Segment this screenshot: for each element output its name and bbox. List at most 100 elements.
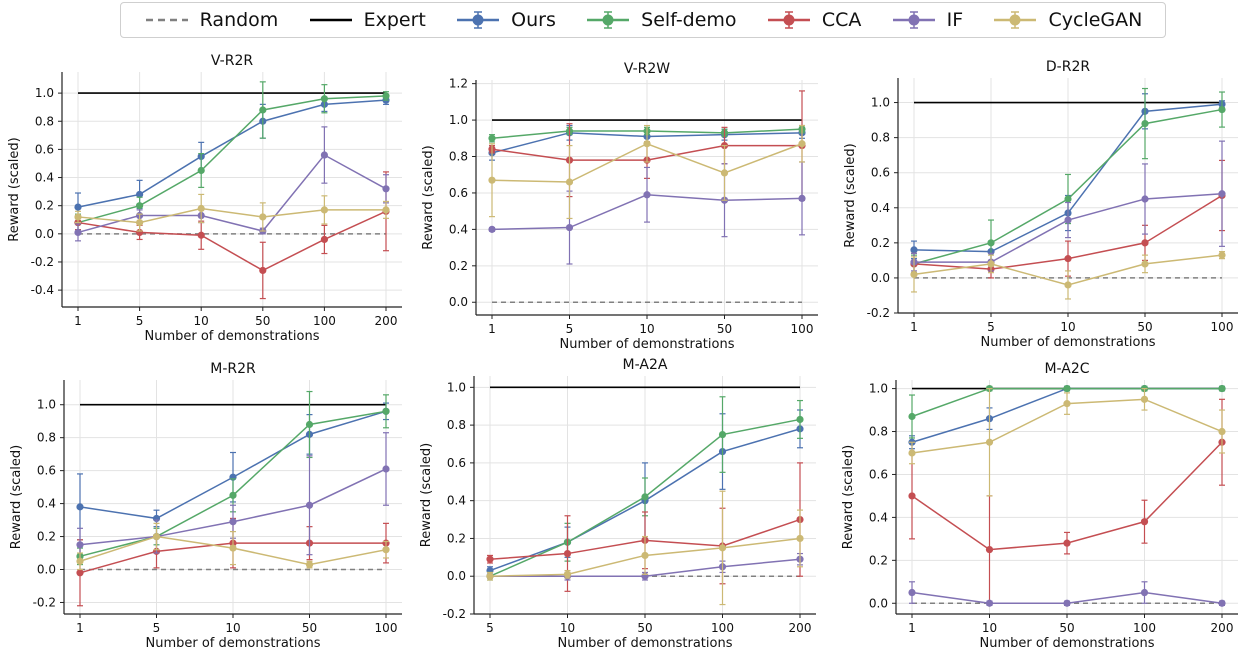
data-point-if: [1218, 190, 1226, 198]
data-point-cyclegan: [1064, 281, 1072, 289]
legend-swatch: [892, 11, 935, 29]
legend-item: IF: [891, 9, 963, 31]
data-point-cyclegan: [1218, 251, 1226, 259]
data-point-cyclegan: [1140, 395, 1149, 403]
data-point-cyclegan: [488, 176, 496, 184]
data-point-cyclegan: [910, 270, 918, 279]
x-tick-label: 50: [255, 314, 270, 328]
y-tick-label: 0.4: [869, 510, 888, 524]
data-point-if: [798, 194, 806, 203]
data-point-cca: [320, 235, 328, 244]
legend-marker: [1009, 14, 1021, 26]
x-axis-label: Number of demonstrations: [981, 335, 1156, 350]
x-tick-label: 10: [560, 621, 575, 635]
x-tick-label: 1: [76, 621, 84, 635]
y-tick-label: 0.8: [449, 150, 468, 164]
series-line-cyclegan: [77, 207, 386, 224]
y-tick-label: 1.0: [449, 113, 468, 127]
data-point-cyclegan: [1141, 260, 1149, 268]
data-point-cyclegan: [565, 178, 574, 186]
y-tick-label: 0.0: [37, 563, 56, 577]
x-tick-label: 10: [1060, 320, 1075, 334]
data-point-if: [643, 191, 651, 199]
data-point-cca: [486, 555, 494, 563]
y-tick-label: 0.2: [447, 531, 466, 545]
y-tick-label: 0.2: [35, 199, 54, 213]
x-tick-label: 5: [987, 320, 995, 334]
legend-item: CCA: [766, 9, 861, 31]
x-tick-label: 5: [136, 314, 144, 328]
data-point-if: [1140, 588, 1149, 597]
legend-label: Expert: [363, 9, 426, 31]
data-point-ours: [76, 503, 84, 511]
y-tick-label: 0.4: [449, 222, 468, 236]
x-tick-label: 50: [1059, 621, 1074, 635]
x-axis-label: Number of demonstrations: [146, 636, 321, 651]
data-point-cyclegan: [720, 169, 729, 177]
legend-marker: [472, 14, 484, 26]
y-tick-label: -0.2: [867, 306, 890, 320]
x-tick-label: 100: [1133, 621, 1156, 635]
x-tick-label: 100: [711, 621, 734, 635]
data-point-self-demo: [1063, 384, 1071, 393]
data-point-cyclegan: [136, 218, 144, 227]
data-point-if: [908, 588, 916, 597]
y-axis-label: Reward (scaled): [421, 145, 436, 249]
data-point-cyclegan: [563, 570, 572, 578]
y-tick-label: 0.4: [447, 494, 466, 508]
data-point-cyclegan: [259, 213, 267, 221]
y-tick-label: 0.0: [447, 569, 466, 583]
legend-swatch: [767, 11, 810, 29]
y-tick-label: 1.0: [35, 86, 54, 100]
data-point-cyclegan: [382, 546, 390, 554]
legend-swatch: [309, 18, 352, 22]
data-point-cyclegan: [486, 572, 494, 580]
series-line-ours: [77, 99, 387, 208]
data-point-if: [1064, 216, 1072, 224]
y-tick-label: 0.4: [35, 171, 54, 185]
data-point-cyclegan: [197, 204, 205, 213]
data-point-if: [74, 228, 82, 237]
chart-title: M-R2R: [210, 361, 256, 377]
x-tick-label: 100: [375, 621, 398, 635]
y-tick-label: 0.6: [37, 464, 56, 478]
x-tick-label: 100: [313, 314, 336, 328]
x-tick-label: 10: [225, 621, 240, 635]
x-tick-label: 50: [1137, 320, 1152, 334]
data-point-self-demo: [382, 407, 390, 415]
legend-marker: [908, 14, 920, 26]
data-point-cca: [908, 492, 916, 500]
y-tick-label: 0.2: [37, 530, 56, 544]
data-point-ours: [74, 203, 82, 211]
x-tick-label: 200: [789, 621, 812, 635]
data-point-self-demo: [718, 430, 727, 439]
data-point-cyclegan: [641, 551, 649, 560]
data-point-if: [305, 501, 314, 509]
data-point-self-demo: [1141, 119, 1149, 128]
x-tick-label: 100: [1211, 320, 1234, 334]
chart-title: V-R2W: [624, 61, 670, 77]
chart-title: M-A2A: [623, 357, 668, 373]
data-point-cyclegan: [985, 438, 994, 446]
legend-swatch: [587, 11, 630, 29]
chart-title: V-R2R: [211, 53, 253, 69]
data-point-cyclegan: [152, 532, 161, 541]
y-tick-label: 0.0: [869, 596, 888, 610]
x-tick-label: 1: [908, 621, 916, 635]
y-tick-label: 0.2: [871, 236, 890, 250]
legend-item: Ours: [455, 9, 556, 31]
data-point-if: [985, 599, 994, 607]
y-tick-label: -0.2: [33, 595, 56, 609]
data-point-cca: [197, 231, 205, 239]
data-point-if: [1218, 599, 1226, 607]
data-point-cyclegan: [76, 557, 84, 565]
y-tick-label: -0.2: [443, 607, 466, 621]
legend-swatch: [457, 11, 500, 29]
data-point-if: [76, 541, 84, 549]
data-point-cyclegan: [305, 560, 314, 569]
data-point-cyclegan: [796, 534, 804, 543]
y-tick-label: 0.2: [449, 259, 468, 273]
